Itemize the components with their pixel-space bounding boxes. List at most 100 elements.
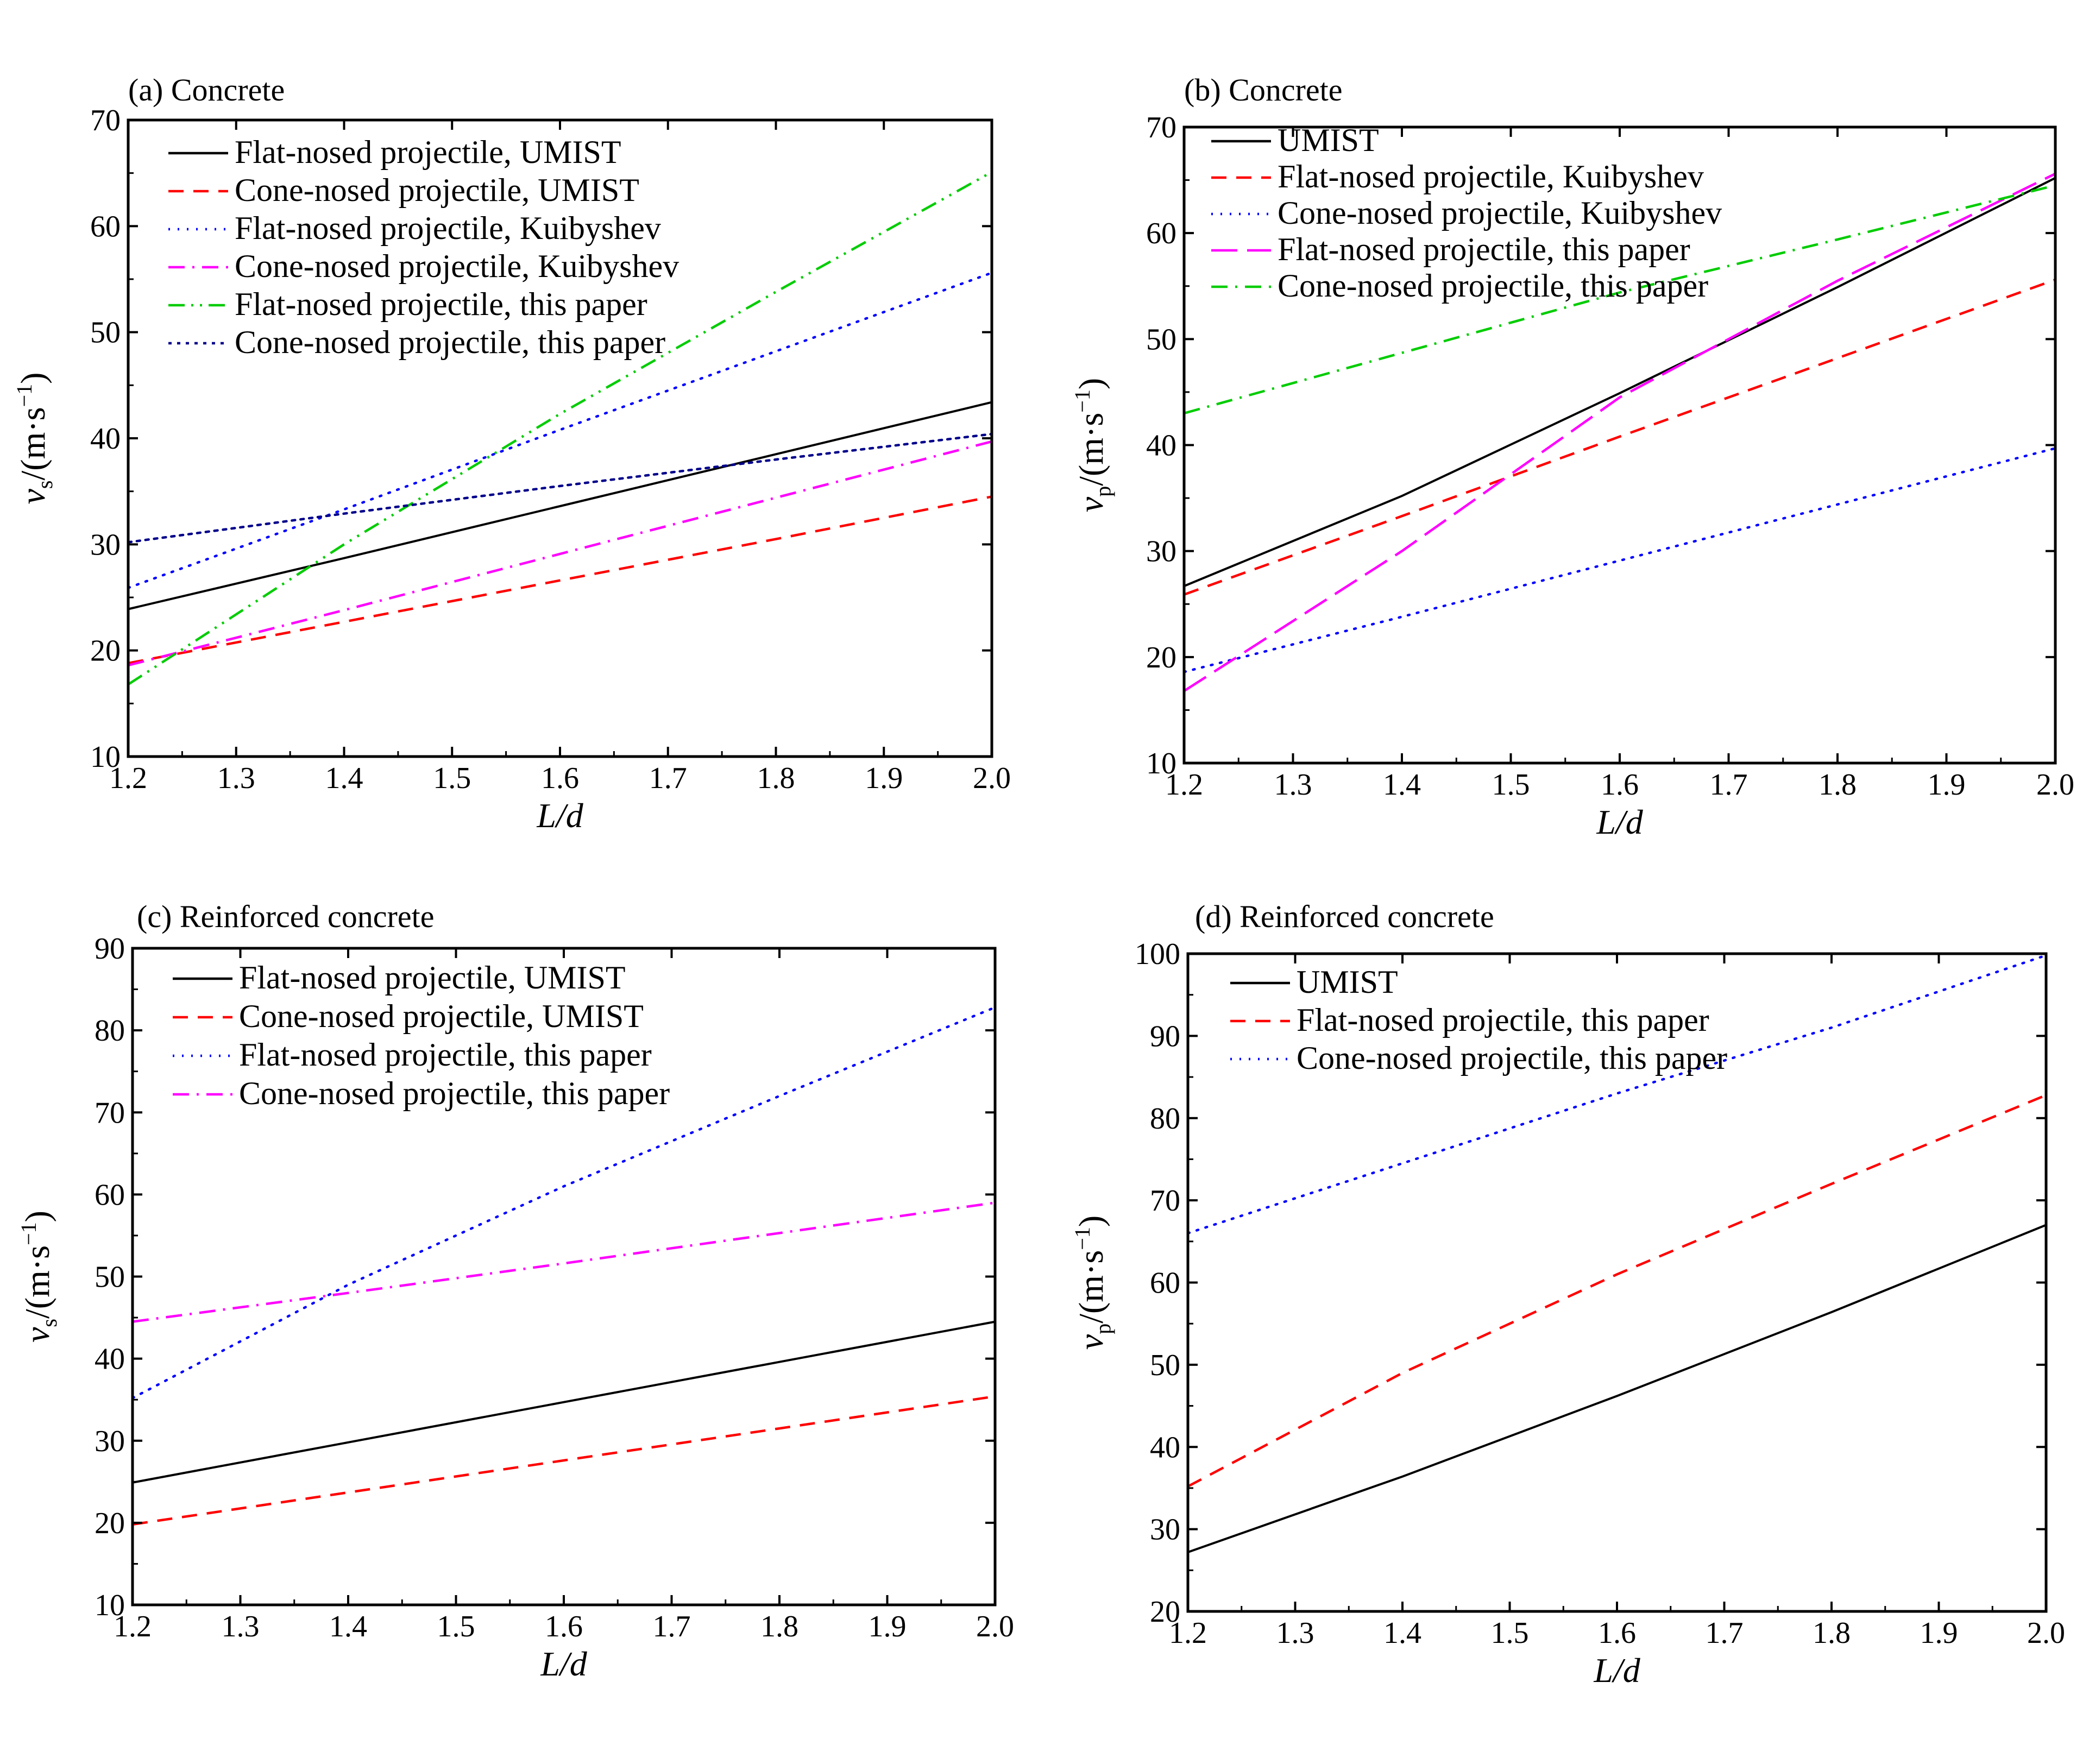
- chart-panel-4: (d) Reinforced concrete 1.2 1.3 1.4 1.5 1.6 1.…: [1070, 899, 2065, 1690]
- x-tick-label: 1.5: [1492, 768, 1530, 802]
- legend-label-3: Cone-nosed projectile, Kuibyshev: [1278, 195, 1722, 231]
- series-line-2: [1184, 278, 2056, 596]
- x-tick-label: 1.7: [649, 761, 687, 795]
- y-axis-label: vs/(m·s−1): [12, 373, 57, 505]
- x-tick-label: 1.2: [114, 1610, 152, 1643]
- series-line-3: [1182, 447, 2057, 673]
- x-tick-label: 1.8: [757, 761, 795, 795]
- legend-label-4: Cone-nosed projectile, Kuibyshev: [235, 248, 679, 284]
- y-tick-label: 10: [1146, 747, 1176, 780]
- y-axis-label: vp/(m·s−1): [1070, 1215, 1115, 1350]
- x-tick-label: 1.3: [1274, 768, 1312, 802]
- legend-label-3: Flat-nosed projectile, this paper: [239, 1037, 652, 1073]
- legend-label-1: UMIST: [1278, 122, 1379, 158]
- y-tick-label: 20: [1146, 641, 1176, 675]
- y-tick-label: 10: [90, 740, 121, 774]
- x-tick-label: 1.6: [545, 1610, 583, 1643]
- y-tick-label: 90: [95, 932, 125, 966]
- x-tick-label: 1.4: [325, 761, 363, 795]
- y-tick-label: 70: [95, 1096, 125, 1130]
- x-tick-label: 1.8: [1813, 1616, 1851, 1650]
- x-tick-label: 1.6: [1598, 1616, 1636, 1650]
- x-tick-label: 1.2: [1169, 1616, 1207, 1650]
- y-tick-label: 50: [1150, 1349, 1180, 1382]
- legend-label-1: Flat-nosed projectile, UMIST: [239, 960, 626, 996]
- y-tick-label: 10: [95, 1589, 125, 1622]
- chart-panel-3: (c) Reinforced concrete 1.2 1.3 1.4 1.5 1.6 1.…: [16, 899, 1014, 1683]
- series-line-3: [131, 1006, 997, 1400]
- y-tick-label: 60: [1146, 217, 1176, 250]
- y-tick-label: 50: [90, 316, 121, 350]
- legend-label-1: Flat-nosed projectile, UMIST: [235, 134, 621, 170]
- y-tick-label: 30: [90, 528, 121, 562]
- y-axis-label: vp/(m·s−1): [1070, 378, 1115, 512]
- x-tick-label: 1.6: [541, 761, 579, 795]
- x-tick-label: 2.0: [973, 761, 1011, 795]
- panel-title: (d) Reinforced concrete: [1195, 899, 1494, 934]
- y-tick-label: 50: [1146, 323, 1176, 356]
- x-tick-label: 1.4: [1383, 768, 1421, 802]
- series-line-1: [1184, 177, 2056, 587]
- x-axis-label: L/d: [540, 1645, 587, 1683]
- x-tick-label: 1.3: [1276, 1616, 1314, 1650]
- x-tick-label: 1.9: [869, 1610, 907, 1643]
- y-tick-label: 30: [1146, 535, 1176, 569]
- legend-label-2: Flat-nosed projectile, Kuibyshev: [1278, 159, 1704, 194]
- y-tick-label: 60: [1150, 1267, 1180, 1300]
- x-tick-label: 1.9: [1920, 1616, 1958, 1650]
- y-axis-label: vs/(m·s−1): [16, 1211, 61, 1343]
- legend-label-2: Cone-nosed projectile, UMIST: [235, 172, 639, 208]
- y-tick-label: 20: [90, 634, 121, 668]
- legend-label-4: Flat-nosed projectile, this paper: [1278, 231, 1690, 267]
- y-tick-label: 100: [1135, 937, 1180, 971]
- legend-label-3: Cone-nosed projectile, this paper: [1297, 1040, 1727, 1076]
- x-tick-label: 1.9: [865, 761, 903, 795]
- y-tick-label: 40: [90, 422, 121, 456]
- y-tick-label: 30: [1150, 1513, 1180, 1547]
- series-line-1: [128, 401, 992, 610]
- y-tick-label: 60: [90, 210, 121, 243]
- series-line-4: [132, 1201, 996, 1323]
- y-tick-label: 40: [1150, 1431, 1180, 1464]
- panel-title: (b) Concrete: [1184, 72, 1342, 108]
- legend-label-5: Flat-nosed projectile, this paper: [235, 286, 647, 322]
- x-tick-label: 1.7: [1710, 768, 1748, 802]
- y-tick-label: 70: [1146, 111, 1176, 144]
- series-line-5: [127, 171, 993, 686]
- series-line-2: [1187, 1094, 2047, 1488]
- legend-label-3: Flat-nosed projectile, Kuibyshev: [235, 210, 661, 246]
- x-tick-label: 1.5: [437, 1610, 475, 1643]
- x-tick-label: 1.2: [109, 761, 147, 795]
- legend-label-2: Cone-nosed projectile, UMIST: [239, 998, 644, 1034]
- y-tick-label: 40: [95, 1343, 125, 1376]
- y-tick-label: 20: [1150, 1595, 1180, 1629]
- x-tick-label: 1.3: [222, 1610, 260, 1643]
- series-line-1: [132, 1320, 996, 1484]
- x-axis-label: L/d: [536, 796, 583, 835]
- series-lines: [127, 171, 993, 686]
- x-tick-label: 1.3: [217, 761, 255, 795]
- y-tick-label: 80: [1150, 1102, 1180, 1136]
- y-tick-label: 30: [95, 1425, 125, 1458]
- chart-panel-1: (a) Concrete 1.2 1.3 1.4 1.5 1.6 1.7 1.8 1.9 2.0 1…: [12, 72, 1011, 835]
- x-tick-label: 1.5: [1491, 1616, 1529, 1650]
- series-line-3: [1186, 954, 2048, 1234]
- y-tick-label: 20: [95, 1507, 125, 1540]
- y-tick-label: 50: [95, 1261, 125, 1294]
- x-axis-label: L/d: [1596, 803, 1643, 841]
- series-line-5: [1184, 184, 2056, 415]
- series-line-3: [127, 272, 993, 589]
- x-tick-label: 1.2: [1165, 768, 1203, 802]
- legend-label-2: Flat-nosed projectile, this paper: [1297, 1002, 1709, 1038]
- series-lines: [1186, 954, 2048, 1553]
- x-tick-label: 1.6: [1601, 768, 1639, 802]
- x-axis-label: L/d: [1593, 1651, 1640, 1690]
- legend-label-4: Cone-nosed projectile, this paper: [239, 1075, 670, 1111]
- y-tick-label: 60: [95, 1178, 125, 1212]
- chart-panel-2: (b) Concrete 1.2 1.3 1.4 1.5 1.6 1.7 1.8 1.9 2.0 1…: [1070, 72, 2074, 841]
